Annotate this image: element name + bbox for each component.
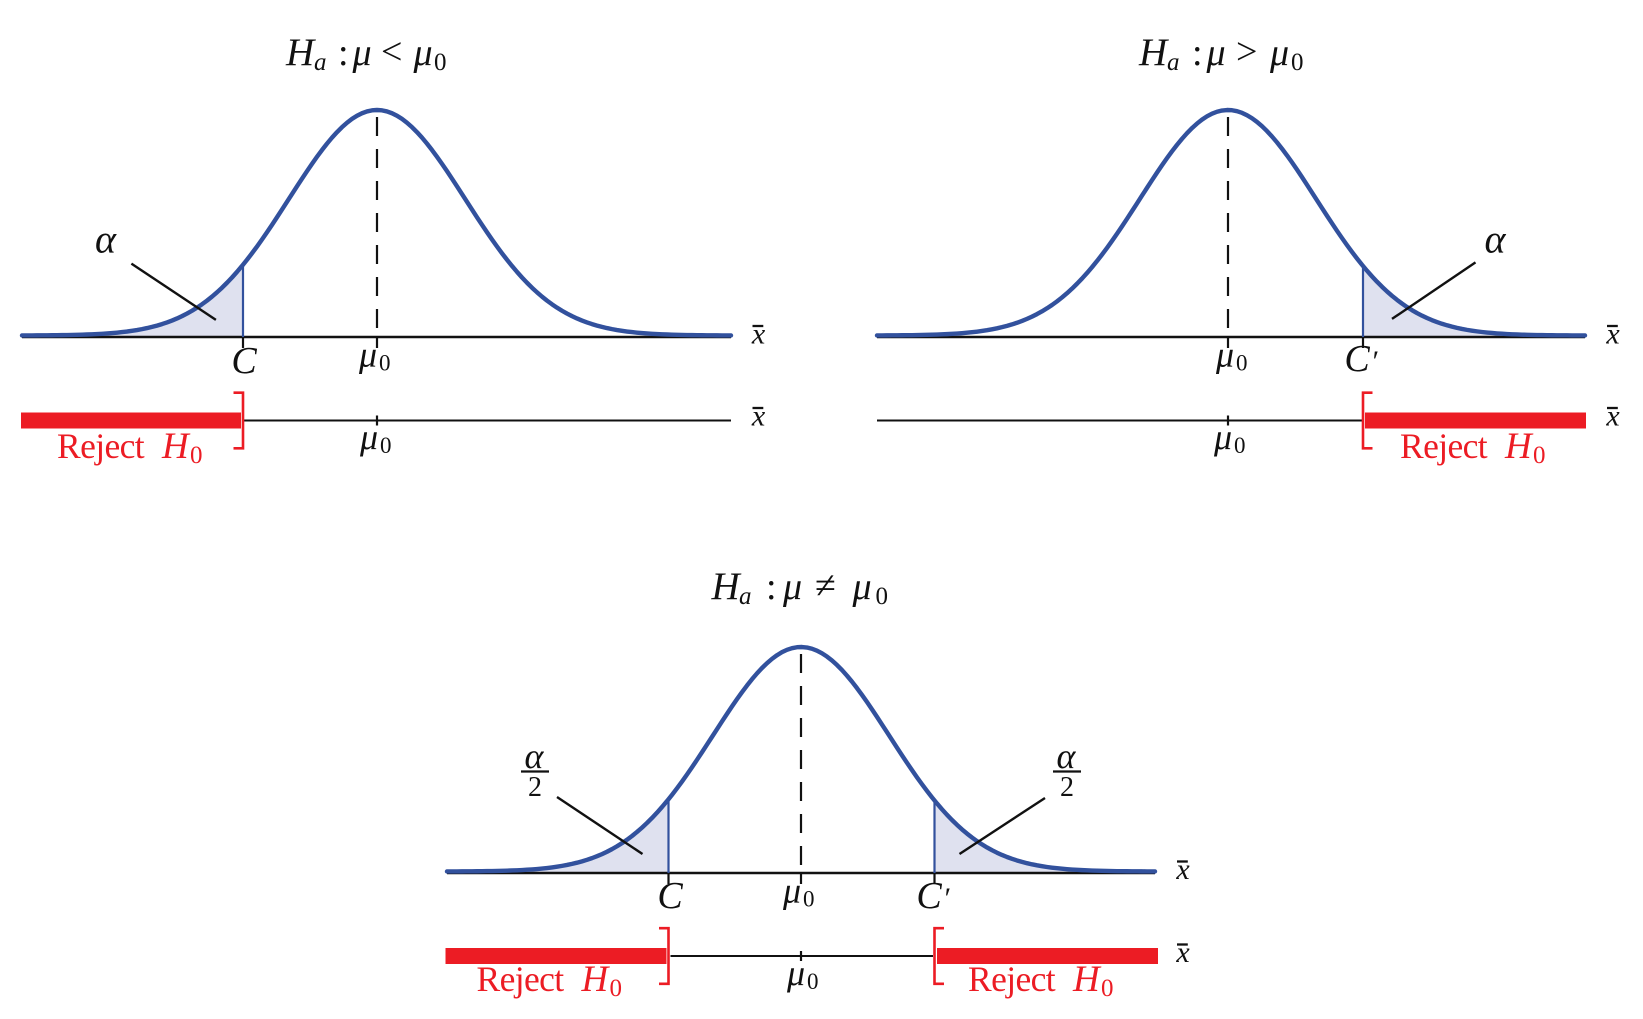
svg-text:H: H: [161, 426, 191, 467]
svg-text:μ: μ: [1215, 335, 1234, 375]
svg-text:0: 0: [380, 433, 392, 458]
svg-text:H: H: [1072, 959, 1102, 1000]
svg-text:0: 0: [1234, 433, 1246, 458]
svg-text:′: ′: [943, 882, 950, 915]
svg-text:μ: μ: [782, 566, 802, 608]
svg-text:0: 0: [610, 975, 623, 1002]
svg-text:μ: μ: [1213, 417, 1232, 457]
svg-text:α: α: [1485, 217, 1507, 262]
svg-text:0: 0: [1236, 351, 1248, 376]
svg-text:μ: μ: [352, 32, 372, 74]
svg-text:0: 0: [1533, 442, 1546, 469]
svg-text:0: 0: [807, 969, 819, 994]
svg-text:μ: μ: [358, 335, 377, 375]
svg-text:α: α: [525, 736, 545, 776]
svg-text:μ: μ: [413, 32, 433, 74]
svg-text:x: x: [751, 318, 766, 351]
svg-text:Reject: Reject: [1400, 426, 1488, 466]
svg-text:Reject: Reject: [968, 959, 1056, 999]
svg-text:μ: μ: [359, 417, 378, 457]
svg-text:H: H: [1504, 426, 1534, 467]
svg-text::: :: [1192, 32, 1203, 74]
svg-text:Reject: Reject: [477, 959, 565, 999]
svg-text:′: ′: [1371, 345, 1378, 378]
svg-text:2: 2: [1060, 772, 1074, 803]
svg-text:μ: μ: [852, 566, 872, 608]
svg-text:a: a: [1167, 49, 1180, 76]
svg-text:≠: ≠: [815, 565, 836, 607]
svg-text:0: 0: [434, 49, 447, 76]
svg-text:H: H: [1138, 31, 1169, 74]
svg-text:<: <: [381, 31, 402, 73]
svg-text:μ: μ: [1269, 32, 1289, 74]
svg-text:x: x: [751, 400, 766, 433]
svg-text:H: H: [581, 959, 611, 1000]
svg-text:a: a: [314, 49, 327, 76]
svg-text:0: 0: [803, 887, 815, 912]
svg-text:0: 0: [876, 583, 889, 610]
svg-text:C: C: [657, 875, 683, 917]
svg-text:>: >: [1236, 31, 1257, 73]
svg-text:μ: μ: [782, 871, 801, 911]
svg-text:x: x: [1605, 318, 1620, 351]
svg-text:H: H: [711, 565, 742, 608]
svg-text:0: 0: [190, 442, 203, 469]
svg-text:0: 0: [1291, 49, 1304, 76]
svg-text:x: x: [1175, 936, 1190, 969]
svg-text:α: α: [1057, 736, 1077, 776]
svg-text:H: H: [285, 31, 316, 74]
svg-text:μ: μ: [786, 953, 805, 993]
svg-text:x: x: [1175, 853, 1190, 886]
svg-text:α: α: [95, 217, 117, 262]
svg-text:0: 0: [1101, 975, 1114, 1002]
svg-text:C: C: [1344, 338, 1370, 380]
svg-text::: :: [338, 32, 349, 74]
svg-text:C: C: [231, 340, 257, 382]
svg-text:a: a: [739, 583, 752, 610]
svg-text:C: C: [916, 875, 942, 917]
svg-text:μ: μ: [1206, 32, 1226, 74]
svg-text:x: x: [1605, 400, 1620, 433]
svg-text:0: 0: [379, 351, 391, 376]
svg-text:Reject: Reject: [57, 426, 145, 466]
svg-text:2: 2: [528, 772, 542, 803]
svg-text::: :: [766, 566, 777, 608]
